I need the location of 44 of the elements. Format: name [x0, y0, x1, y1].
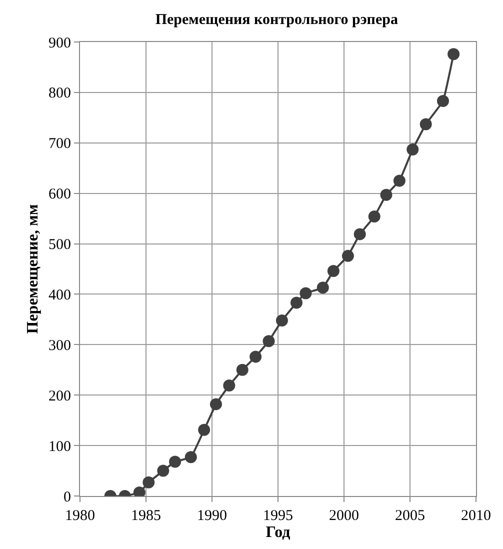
point: [184, 451, 197, 464]
point: [327, 265, 340, 278]
point: [157, 464, 170, 477]
x-axis-title: Год: [266, 524, 290, 541]
y-tick-label: 200: [48, 388, 71, 404]
y-tick-label: 600: [48, 186, 71, 203]
x-tick-label: 2010: [461, 508, 491, 524]
point: [380, 188, 392, 201]
point: [448, 48, 460, 60]
point: [142, 476, 155, 488]
point: [393, 174, 406, 187]
y-tick-label: 900: [48, 35, 71, 52]
point: [354, 228, 366, 240]
x-tick-label: 2000: [329, 508, 359, 524]
point: [406, 143, 419, 156]
point: [316, 282, 329, 294]
y-tick-label: 400: [48, 287, 71, 304]
y-tick-label: 800: [48, 86, 71, 102]
y-tick-label: 0: [64, 489, 71, 506]
point: [437, 95, 449, 108]
point: [198, 424, 210, 436]
point: [342, 250, 354, 262]
y-tick-label: 700: [48, 136, 71, 152]
x-tick-label: 1985: [131, 508, 161, 524]
y-axis-title: Перемещение, мм: [24, 204, 42, 334]
point: [223, 380, 236, 392]
y-tick-label: 500: [48, 237, 71, 254]
x-tick-label: 1995: [263, 508, 293, 524]
y-tick-label: 100: [48, 438, 71, 455]
x-tick-label: 1990: [197, 508, 227, 524]
point: [300, 287, 312, 300]
point: [290, 296, 302, 309]
point: [169, 456, 182, 468]
y-tick-label: 300: [48, 338, 71, 354]
point: [236, 364, 248, 376]
point: [368, 210, 380, 223]
x-tick-label: 2005: [395, 508, 425, 524]
point: [262, 335, 275, 348]
point: [420, 118, 432, 130]
point: [276, 314, 288, 326]
point: [250, 350, 262, 363]
point: [210, 398, 222, 410]
chart-title: Перемещения контрольного рэпера: [155, 12, 398, 28]
x-tick-label: 1980: [65, 508, 95, 524]
